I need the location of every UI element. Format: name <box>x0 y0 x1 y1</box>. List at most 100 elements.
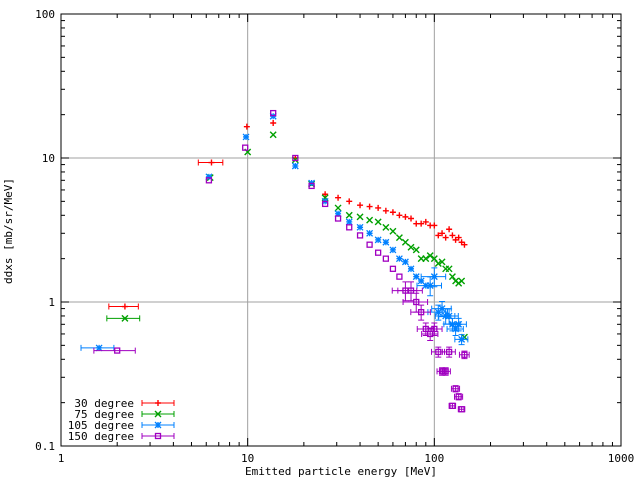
y-tick-label: 0.1 <box>35 440 55 453</box>
data-point <box>449 402 456 410</box>
data-point <box>291 162 299 170</box>
data-point <box>430 273 438 281</box>
data-point <box>292 154 299 162</box>
y-tick-label: 100 <box>35 8 55 21</box>
data-point <box>334 204 342 212</box>
data-point <box>382 238 390 246</box>
data-point <box>205 177 213 184</box>
data-point <box>357 202 364 209</box>
data-point <box>395 234 403 242</box>
series-30-degree <box>108 120 468 310</box>
data-point <box>418 220 425 227</box>
data-point <box>335 194 342 201</box>
data-point <box>389 265 397 272</box>
data-point <box>401 238 409 246</box>
legend-label: 150 degree <box>68 430 134 443</box>
y-tick-label: 10 <box>42 152 55 165</box>
data-point <box>445 265 453 273</box>
data-point <box>366 241 373 248</box>
data-point <box>356 213 364 221</box>
legend-label: 105 degree <box>68 419 134 432</box>
data-point <box>334 215 342 222</box>
data-point <box>426 282 434 290</box>
data-point <box>356 232 364 239</box>
data-point <box>449 232 456 239</box>
data-point <box>243 123 250 130</box>
x-error-bar <box>106 315 141 322</box>
data-point <box>334 210 342 218</box>
legend-marker <box>154 410 162 418</box>
data-point <box>396 273 403 280</box>
data-point <box>374 249 382 256</box>
data-point <box>345 218 353 226</box>
series-150-degree <box>93 109 470 413</box>
data-point <box>270 120 277 127</box>
data-point <box>426 252 434 260</box>
legend-label: 30 degree <box>74 397 134 410</box>
x-error-bar <box>410 309 431 316</box>
data-point <box>382 207 389 214</box>
data-point <box>439 230 446 237</box>
data-point <box>389 246 397 254</box>
data-point <box>375 204 382 211</box>
data-point <box>412 246 420 254</box>
data-point <box>208 159 215 166</box>
data-point <box>382 255 390 262</box>
data-point <box>448 273 456 281</box>
data-point <box>422 218 429 225</box>
data-point <box>408 215 415 222</box>
x-tick-label: 100 <box>424 452 444 465</box>
data-point <box>445 348 453 356</box>
data-point <box>435 348 442 356</box>
data-point <box>461 241 468 248</box>
data-point <box>389 227 397 235</box>
data-point <box>431 222 438 229</box>
data-point <box>374 218 382 226</box>
data-point <box>114 347 121 354</box>
data-point <box>396 212 403 219</box>
data-point <box>95 344 103 352</box>
data-point <box>458 277 466 285</box>
data-point <box>346 198 353 205</box>
data-point <box>422 255 430 263</box>
data-point <box>435 232 442 239</box>
data-point <box>356 223 364 231</box>
data-point <box>438 258 446 266</box>
data-point <box>389 209 396 216</box>
data-point <box>308 182 315 190</box>
data-point <box>452 236 459 243</box>
data-point <box>413 298 420 306</box>
data-point <box>442 368 449 375</box>
data-point <box>446 226 453 233</box>
data-point <box>366 216 374 224</box>
series-75-degree <box>106 131 468 341</box>
data-point <box>434 308 442 316</box>
data-point <box>452 385 459 392</box>
data-point <box>458 335 466 343</box>
data-point <box>205 173 213 181</box>
legend-marker <box>154 421 162 429</box>
data-point <box>270 109 277 117</box>
data-point <box>417 277 425 285</box>
data-point <box>412 273 420 281</box>
legend-marker <box>155 400 161 406</box>
data-point <box>445 312 453 320</box>
data-point <box>374 236 382 244</box>
data-point <box>458 406 465 413</box>
data-point <box>438 305 446 313</box>
data-point <box>395 255 403 263</box>
x-tick-label: 1 <box>58 452 65 465</box>
data-point <box>455 234 462 241</box>
data-point <box>455 320 463 328</box>
x-tick-label: 1000 <box>608 452 635 465</box>
data-point <box>461 351 468 358</box>
plot-frame <box>60 13 622 447</box>
data-point <box>346 224 353 231</box>
data-series <box>80 109 470 413</box>
data-point <box>121 314 129 322</box>
data-point <box>455 393 462 400</box>
data-point <box>442 234 449 241</box>
x-axis-title: Emitted particle energy [MeV] <box>245 465 437 478</box>
